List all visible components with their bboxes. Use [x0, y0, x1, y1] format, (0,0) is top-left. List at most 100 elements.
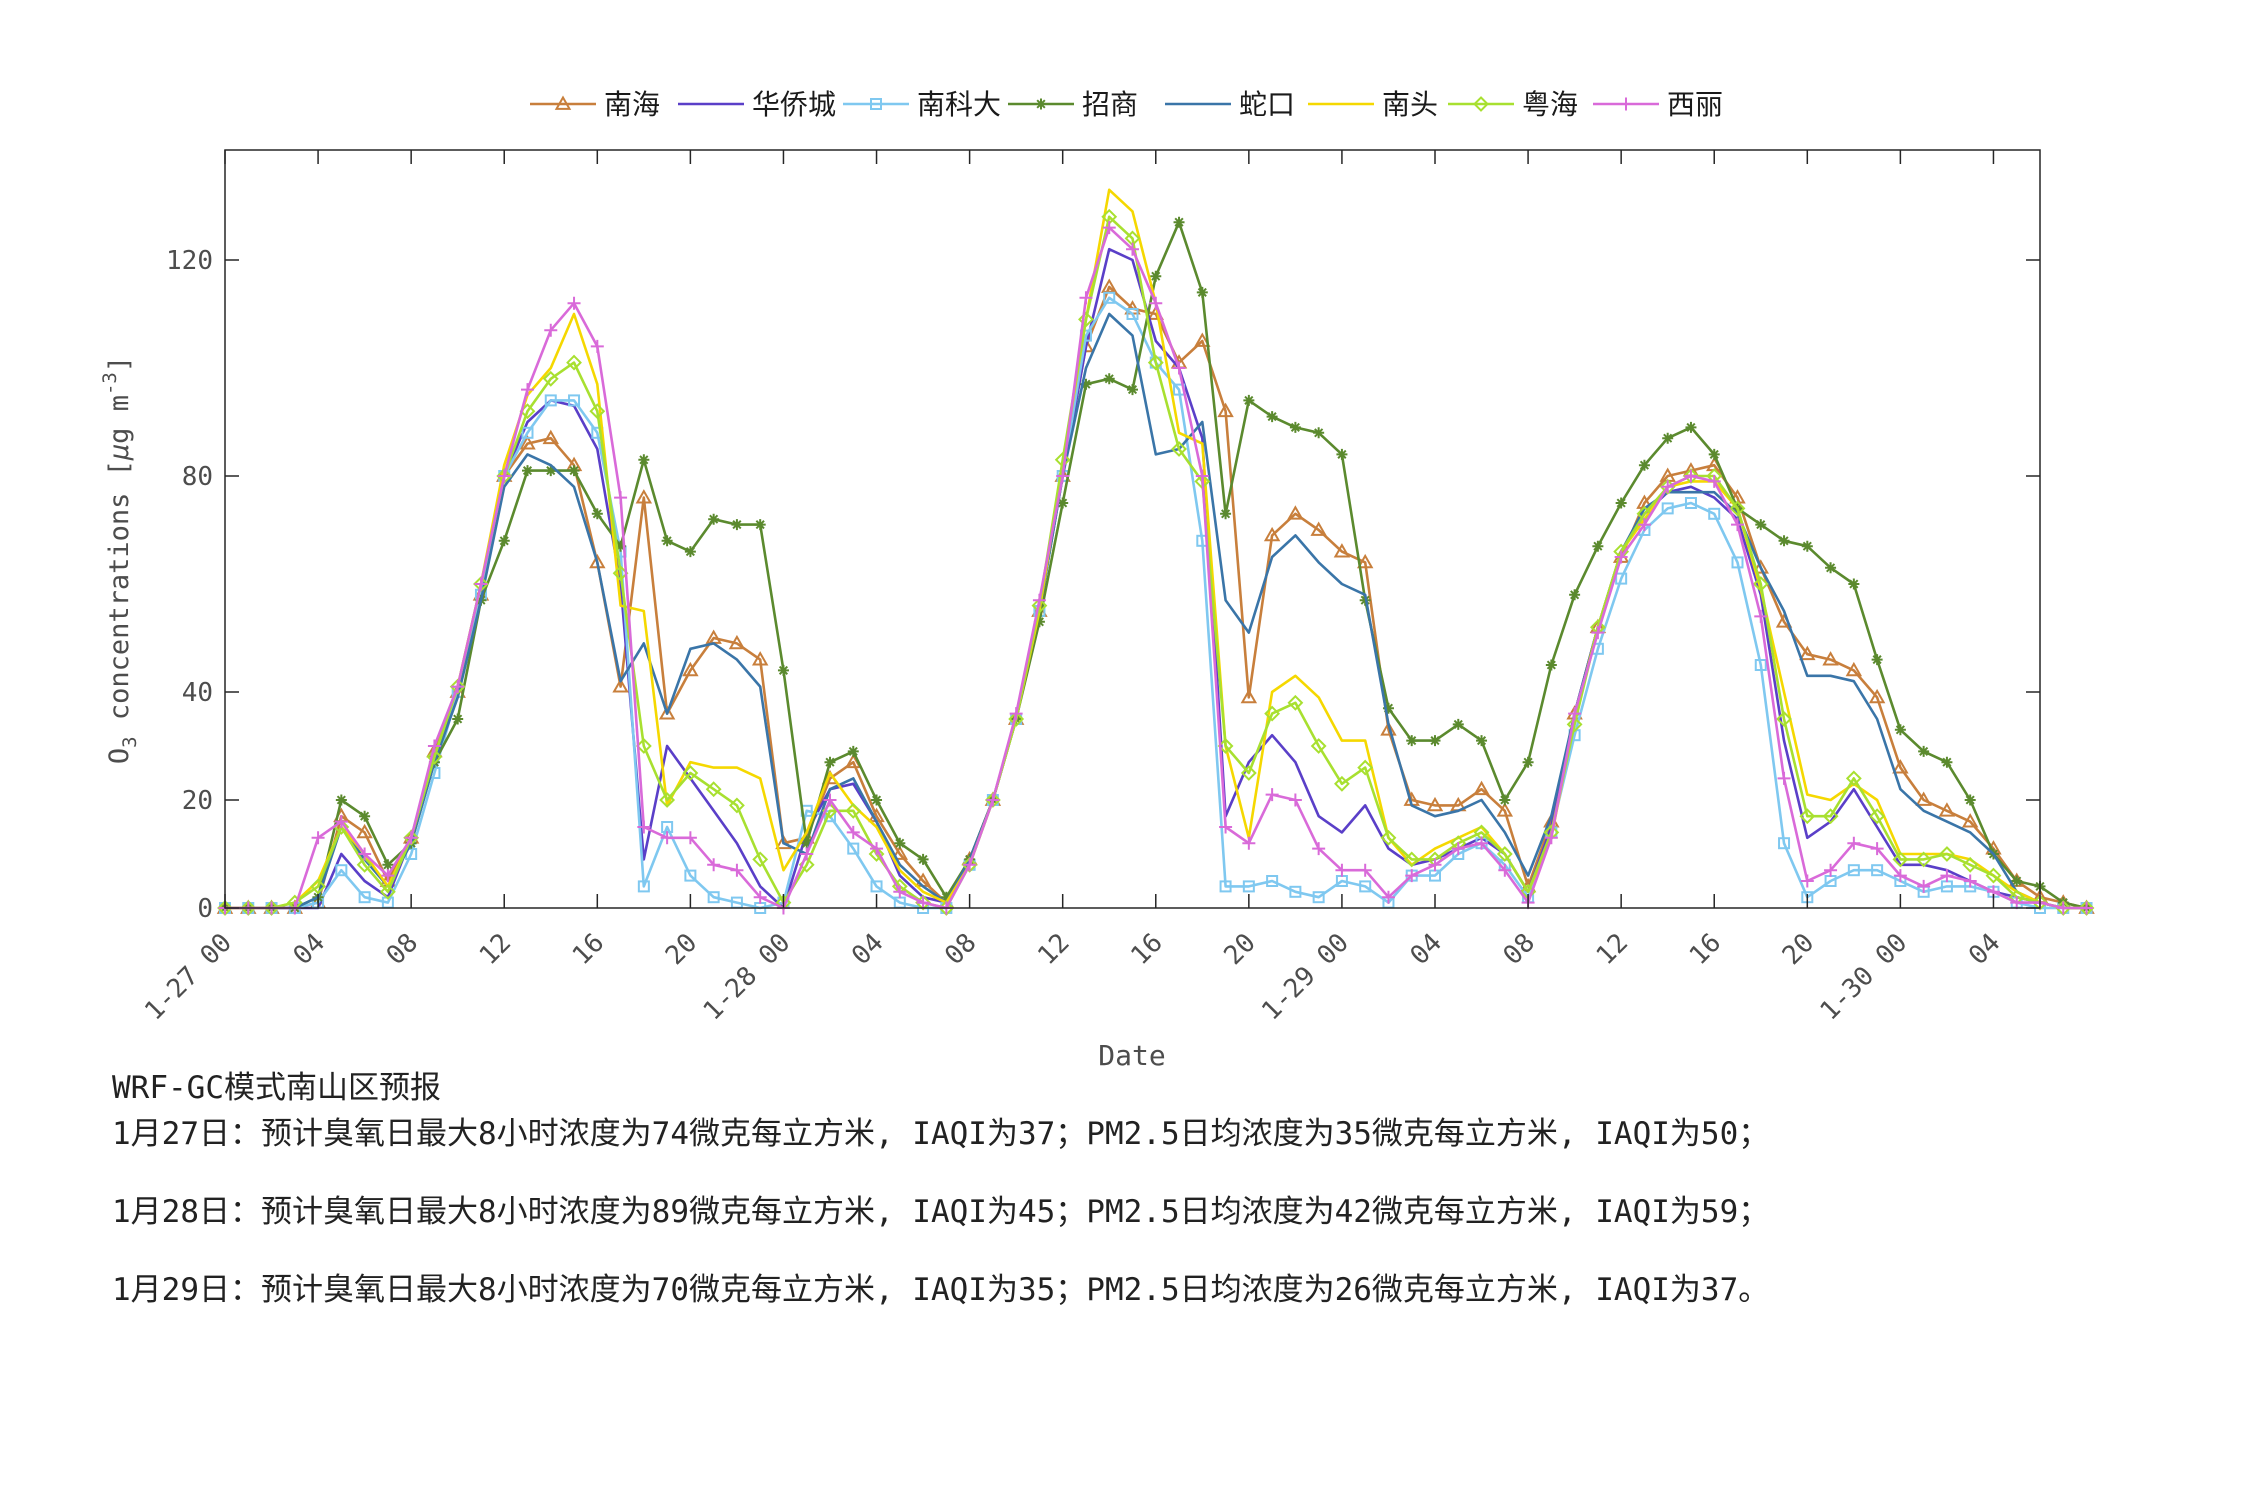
series-line — [225, 215, 2087, 910]
data-point — [1102, 221, 1116, 235]
data-point — [359, 810, 371, 822]
data-point — [1033, 616, 1045, 628]
data-point — [356, 823, 373, 839]
y-tick-label: 80 — [182, 462, 213, 492]
data-point — [1473, 780, 1490, 796]
data-point — [2056, 901, 2070, 915]
legend-label: 粤海 — [1522, 88, 1578, 121]
data-point — [1778, 837, 1791, 850]
data-point — [1871, 864, 1884, 877]
data-point — [451, 680, 465, 694]
data-point — [590, 339, 604, 353]
series-line — [225, 247, 2087, 910]
data-point — [1845, 661, 1863, 677]
x-tick-label: 16 — [567, 928, 610, 971]
x-tick-label: 1-30 00 — [1815, 928, 1914, 1027]
data-point — [707, 858, 721, 872]
data-point — [1266, 875, 1279, 887]
data-point — [358, 847, 372, 861]
series-西丽 — [218, 221, 2094, 915]
data-point — [1661, 502, 1674, 515]
data-point — [823, 793, 837, 807]
data-point — [1009, 707, 1023, 721]
data-point — [1938, 802, 1956, 817]
data-point — [729, 797, 745, 814]
data-point — [522, 465, 533, 477]
data-point — [1359, 880, 1372, 893]
data-point — [1592, 540, 1604, 552]
data-point — [311, 831, 325, 845]
data-point — [870, 98, 882, 110]
data-point — [801, 837, 813, 849]
legend-label: 西丽 — [1667, 88, 1723, 121]
data-point — [730, 863, 744, 877]
data-point — [777, 664, 789, 676]
data-point — [568, 394, 581, 407]
notes-title: WRF-GC模式南山区预报 — [112, 1070, 441, 1106]
data-point — [1892, 759, 1909, 774]
data-point — [1498, 863, 1512, 877]
data-point — [1380, 829, 1397, 846]
data-point — [1496, 846, 1513, 862]
data-point — [568, 465, 580, 477]
data-point — [754, 519, 766, 531]
series-招商 — [219, 216, 2093, 914]
x-tick-label: 20 — [1218, 928, 1261, 971]
data-point — [775, 834, 792, 850]
data-point — [684, 869, 697, 882]
data-point — [1915, 791, 1932, 806]
x-axis: 1-27 00 04 08 12 16 201-28 00 04 08 12 16 201-29 0… — [139, 150, 2006, 1026]
data-point — [1243, 394, 1255, 406]
data-point — [682, 765, 699, 781]
data-point — [1380, 721, 1397, 736]
data-point — [1334, 775, 1350, 792]
data-point — [1079, 291, 1093, 305]
data-point — [1707, 474, 1721, 488]
data-point — [659, 792, 676, 808]
data-point — [497, 469, 511, 483]
data-point — [845, 753, 862, 769]
data-point — [612, 678, 629, 693]
series-华侨城 — [225, 247, 2087, 910]
data-point — [1615, 497, 1627, 509]
data-point — [1475, 836, 1489, 850]
data-point — [1708, 448, 1720, 460]
data-point — [800, 847, 814, 861]
legend-item: 西丽 — [1593, 88, 1723, 121]
data-point — [683, 831, 697, 845]
data-point — [1708, 507, 1721, 520]
data-point — [846, 825, 860, 839]
legend-label: 招商 — [1082, 88, 1138, 121]
data-point — [1544, 831, 1558, 845]
data-point — [917, 853, 929, 865]
data-point — [545, 465, 557, 477]
data-point — [335, 794, 347, 806]
data-point — [1264, 705, 1281, 722]
forecast-notes: WRF-GC模式南山区预报 1月27日：预计臭氧日最大8小时浓度为74微克每立方… — [112, 1068, 2212, 1348]
legend-label: 南科大 — [917, 88, 1001, 121]
data-point — [1242, 880, 1255, 893]
data-point — [358, 891, 371, 904]
data-point — [1031, 597, 1048, 614]
x-tick-label: 20 — [1777, 928, 1820, 971]
data-point — [1637, 518, 1651, 532]
data-point — [1778, 535, 1790, 547]
note-line: 1月27日：预计臭氧日最大8小时浓度为74微克每立方米, IAQI为37；PM2… — [112, 1116, 1770, 1152]
data-point — [1731, 556, 1744, 569]
data-point — [1382, 702, 1394, 714]
data-point — [1752, 576, 1769, 592]
y-axis: 0 20 40 80 120 — [166, 246, 2040, 924]
data-point — [1240, 765, 1257, 781]
data-point — [1569, 589, 1581, 601]
data-point — [1776, 711, 1792, 727]
data-point — [474, 577, 488, 591]
y-tick-label: 20 — [182, 786, 213, 816]
data-point — [1452, 718, 1464, 730]
data-point — [567, 296, 581, 310]
data-point — [334, 815, 348, 829]
data-point — [1265, 788, 1279, 802]
x-tick-label: 1-27 00 — [139, 928, 238, 1027]
legend-item: 招商 — [1008, 88, 1138, 121]
data-point — [1335, 863, 1349, 877]
